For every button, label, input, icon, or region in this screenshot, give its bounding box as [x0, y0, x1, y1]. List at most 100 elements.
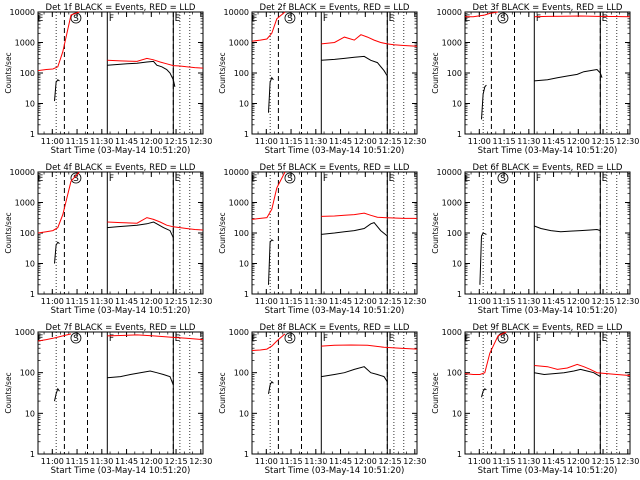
y-tick-label: 100 [234, 369, 249, 378]
y-tick-label: 100 [20, 229, 35, 238]
marker-letter: F [109, 334, 114, 344]
y-tick-label: 100 [447, 69, 462, 78]
x-tick-label: 12:00 [140, 457, 163, 466]
x-axis-label: Start Time (03-May-14 10:51:20) [478, 306, 618, 316]
x-tick-label: 11:45 [542, 137, 565, 146]
marker-letter: F [109, 174, 114, 184]
x-tick-label: 11:00 [41, 137, 64, 146]
marker-letter: F [536, 14, 541, 24]
y-axis-label: Counts/sec [4, 372, 13, 413]
marker-letter: F [109, 14, 114, 24]
marker-letter: S [73, 14, 79, 24]
y-tick-label: 10 [452, 409, 462, 418]
marker-letter: S [73, 334, 79, 344]
x-tick-label: 11:15 [66, 457, 89, 466]
y-tick-label: 10 [25, 260, 35, 269]
x-tick-label: 12:00 [354, 457, 377, 466]
x-tick-label: 12:15 [165, 457, 188, 466]
x-tick-label: 12:30 [403, 297, 426, 306]
y-tick-label: 1000 [15, 328, 35, 337]
x-axis-label: Start Time (03-May-14 10:51:20) [51, 466, 191, 476]
events-series-line [54, 241, 60, 264]
marker-letter: S [287, 174, 293, 184]
lld-series-line [251, 171, 286, 220]
marker-letter: S [287, 334, 293, 344]
y-tick-label: 10 [452, 100, 462, 109]
x-tick-label: 12:30 [403, 457, 426, 466]
chart-title: Det 6f BLACK = Events, RED = LLD [473, 163, 623, 173]
y-tick-label: 10 [239, 260, 249, 269]
marker-letter: E [38, 14, 44, 24]
y-tick-label: 1 [244, 450, 249, 459]
y-tick-label: 100 [447, 229, 462, 238]
x-tick-label: 11:15 [280, 457, 303, 466]
x-tick-label: 11:00 [255, 137, 278, 146]
y-tick-label: 100 [234, 69, 249, 78]
y-axis-label: Counts/sec [431, 52, 440, 93]
x-tick-label: 11:45 [329, 137, 352, 146]
lld-series-line [37, 333, 72, 342]
x-tick-label: 11:30 [304, 457, 327, 466]
marker-letter: E [602, 14, 608, 24]
y-tick-label: 1000 [442, 39, 462, 48]
x-axis-label: Start Time (03-May-14 10:51:20) [478, 466, 618, 476]
events-series-line [481, 388, 487, 398]
x-tick-label: 11:45 [542, 297, 565, 306]
lld-series-line [534, 15, 631, 18]
plot-frame [251, 331, 418, 455]
x-tick-label: 12:15 [592, 457, 615, 466]
chart-title: Det 7f BLACK = Events, RED = LLD [46, 323, 196, 333]
events-series-line [268, 239, 274, 285]
plot-frame [37, 331, 204, 455]
events-series-line [321, 366, 388, 382]
marker-letter: S [73, 174, 79, 184]
marker-letter: E [252, 334, 258, 344]
x-tick-label: 11:00 [468, 457, 491, 466]
y-tick-label: 1000 [229, 328, 249, 337]
y-tick-label: 10000 [437, 168, 462, 177]
chart-title: Det 1f BLACK = Events, RED = LLD [46, 3, 196, 13]
x-tick-label: 12:15 [379, 137, 402, 146]
chart-title: Det 3f BLACK = Events, RED = LLD [473, 3, 623, 13]
x-tick-label: 11:00 [41, 457, 64, 466]
x-tick-label: 12:15 [379, 457, 402, 466]
marker-letter: E [175, 334, 181, 344]
marker-letter: S [500, 334, 506, 344]
y-tick-label: 1000 [229, 199, 249, 208]
y-axis-label: Counts/sec [431, 212, 440, 253]
y-tick-label: 1 [30, 450, 35, 459]
lld-series-line [107, 57, 204, 69]
events-series-line [479, 232, 487, 285]
chart-panel: Det 9f BLACK = Events, RED = LLD 1 10 100 10… [431, 323, 639, 476]
plot-frame [464, 171, 631, 295]
y-axis-label: Counts/sec [431, 372, 440, 413]
lld-series-line [107, 217, 204, 231]
y-tick-label: 1000 [442, 328, 462, 337]
lld-series-line [37, 171, 80, 234]
x-axis-label: Start Time (03-May-14 10:51:20) [265, 466, 405, 476]
chart-panel: Det 5f BLACK = Events, RED = LLD 1 10 100 10… [218, 163, 426, 316]
y-tick-label: 10000 [224, 8, 249, 17]
events-series-line [534, 368, 601, 378]
x-tick-label: 12:15 [165, 137, 188, 146]
plot-frame [464, 11, 631, 135]
events-series-line [54, 79, 60, 102]
chart-panel: Det 4f BLACK = Events, RED = LLD 1 10 100 10… [4, 163, 212, 316]
marker-letter: E [175, 174, 181, 184]
x-tick-label: 11:15 [493, 137, 516, 146]
y-tick-label: 10000 [224, 168, 249, 177]
y-tick-label: 1 [30, 290, 35, 299]
marker-circle [284, 172, 296, 184]
x-tick-label: 11:00 [255, 297, 278, 306]
y-tick-label: 1000 [15, 199, 35, 208]
x-tick-label: 11:30 [517, 457, 540, 466]
y-tick-label: 1 [457, 290, 462, 299]
y-tick-label: 1 [30, 130, 35, 139]
y-tick-label: 10 [452, 260, 462, 269]
x-axis-label: Start Time (03-May-14 10:51:20) [51, 306, 191, 316]
chart-panel: Det 7f BLACK = Events, RED = LLD 1 10 100 10… [4, 323, 212, 476]
plot-frame [37, 171, 204, 295]
plot-frame [37, 11, 204, 135]
x-tick-label: 12:00 [140, 137, 163, 146]
